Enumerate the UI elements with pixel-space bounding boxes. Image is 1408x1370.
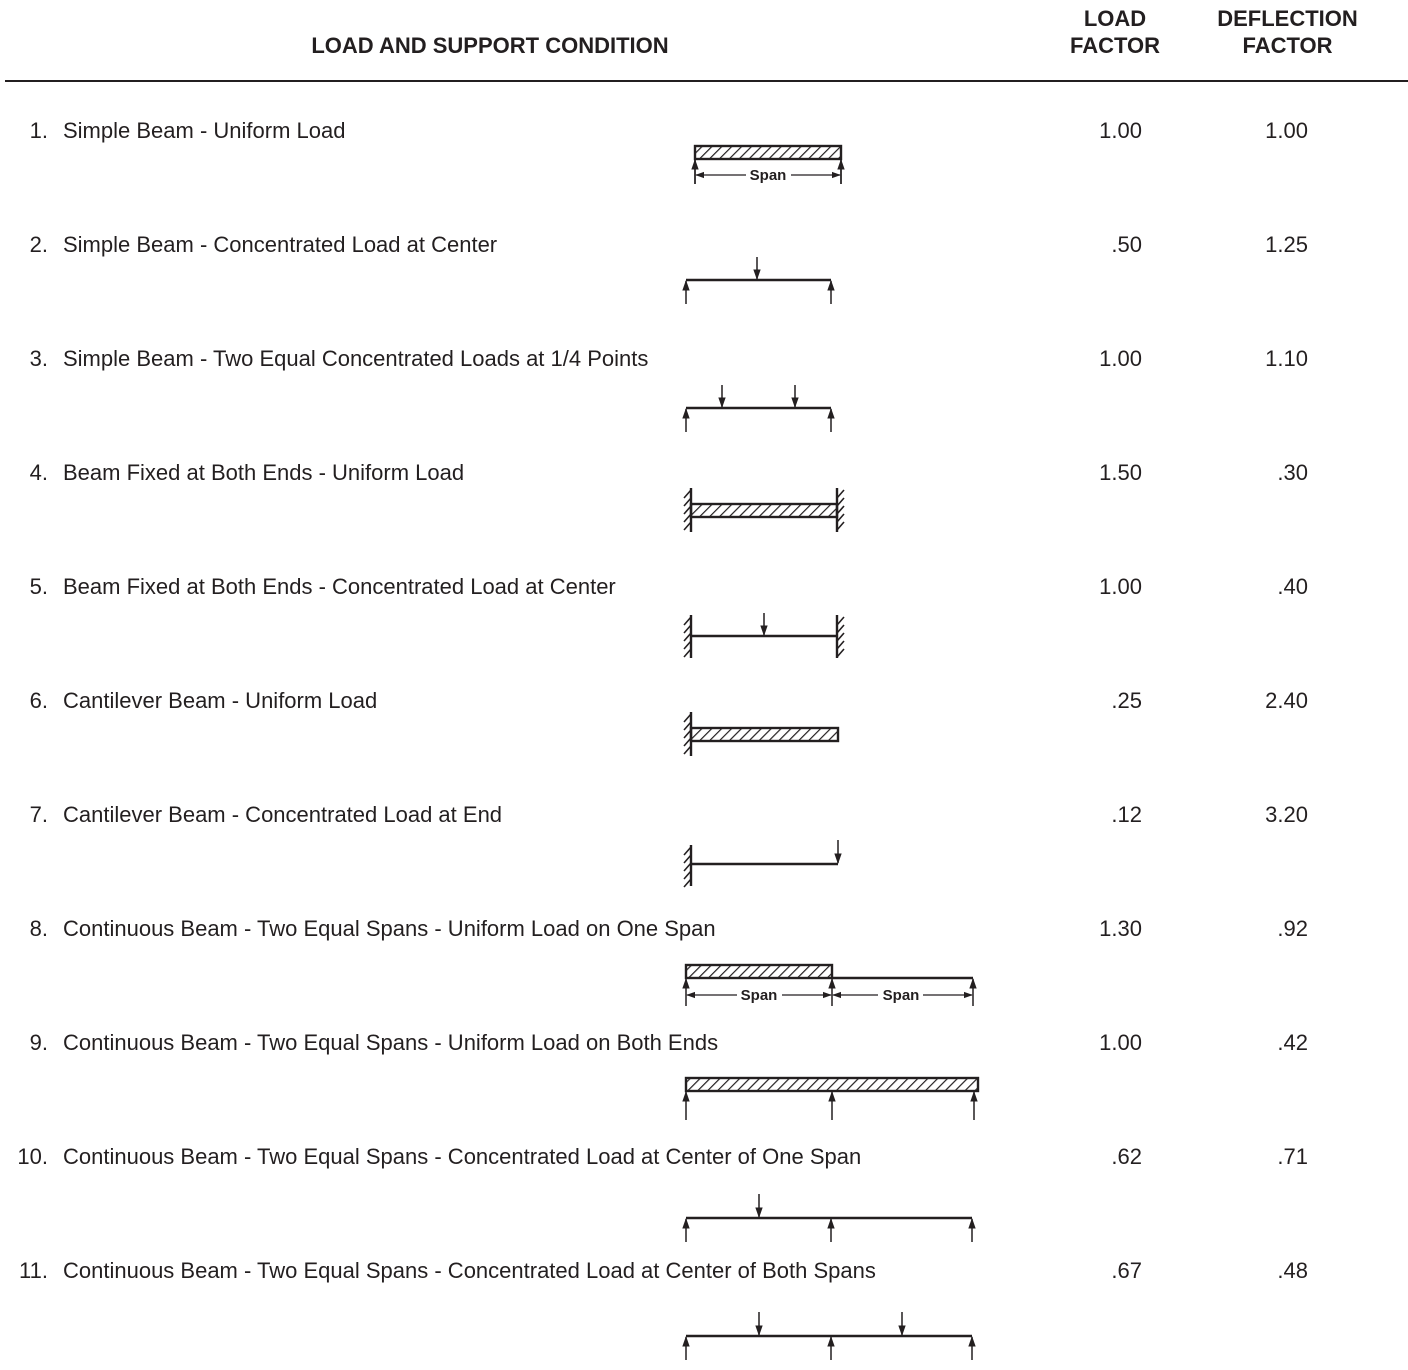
column-header-deflection-factor: DEFLECTION FACTOR [1217,6,1358,58]
continuous-beam-both-spans-uniform-diagram [682,1076,980,1120]
row-condition: Continuous Beam - Two Equal Spans - Unif… [63,1030,719,1055]
row-number: 5. [29,574,48,599]
row-condition: Continuous Beam - Two Equal Spans - Conc… [63,1258,876,1283]
row-load-factor: 1.00 [1099,346,1142,371]
row-condition: Simple Beam - Concentrated Load at Cente… [63,232,498,257]
table-row: 10. Continuous Beam - Two Equal Spans - … [0,1142,1408,1256]
row-number: 9. [29,1030,48,1055]
span-label: Span [750,167,787,184]
row-load-factor: 1.50 [1099,460,1142,485]
header-divider [5,80,1408,82]
row-deflection-factor: 1.25 [1265,232,1308,257]
row-deflection-factor: .30 [1277,460,1308,485]
row-number: 3. [29,346,48,371]
continuous-beam-one-span-uniform-diagram: Span Span [682,963,977,1006]
simple-beam-quarter-point-loads-diagram [682,385,835,432]
row-load-factor: 1.00 [1099,1030,1142,1055]
table-row: 4. Beam Fixed at Both Ends - Uniform Loa… [0,458,1408,572]
row-load-factor: 1.30 [1099,916,1142,941]
row-load-factor: 1.00 [1099,118,1142,143]
row-condition: Cantilever Beam - Uniform Load [63,688,378,713]
fixed-beam-uniform-load-diagram [683,488,845,532]
row-deflection-factor: .42 [1277,1030,1308,1055]
row-condition: Beam Fixed at Both Ends - Concentrated L… [63,574,616,599]
row-deflection-factor: 2.40 [1265,688,1308,713]
row-load-factor: .25 [1111,688,1142,713]
row-deflection-factor: 3.20 [1265,802,1308,827]
table-row: 1. Simple Beam - Uniform Load 1.00 1.00 … [0,116,1408,230]
cantilever-uniform-load-diagram [683,712,840,756]
table-row: 9. Continuous Beam - Two Equal Spans - U… [0,1028,1408,1142]
column-header-condition: LOAD AND SUPPORT CONDITION [311,33,669,58]
cantilever-end-load-diagram [683,840,842,888]
table-row: 3. Simple Beam - Two Equal Concentrated … [0,344,1408,458]
row-condition: Continuous Beam - Two Equal Spans - Unif… [63,916,716,941]
row-number: 4. [29,460,48,485]
simple-beam-uniform-load-diagram: Span [691,144,845,184]
table-row: 8. Continuous Beam - Two Equal Spans - U… [0,914,1408,1028]
row-condition: Beam Fixed at Both Ends - Uniform Load [63,460,465,485]
row-load-factor: 1.00 [1099,574,1142,599]
table-row: 6. Cantilever Beam - Uniform Load .25 2.… [0,686,1408,800]
simple-beam-center-load-diagram [682,257,835,304]
row-deflection-factor: .40 [1277,574,1308,599]
row-condition: Cantilever Beam - Concentrated Load at E… [63,802,503,827]
row-load-factor: .62 [1111,1144,1142,1169]
row-number: 6. [29,688,48,713]
table-row: 7. Cantilever Beam - Concentrated Load a… [0,800,1408,914]
table-row: 2. Simple Beam - Concentrated Load at Ce… [0,230,1408,344]
row-condition: Continuous Beam - Two Equal Spans - Conc… [63,1144,862,1169]
column-header-load-factor: LOAD FACTOR [1069,6,1161,58]
row-deflection-factor: .71 [1277,1144,1308,1169]
row-number: 8. [29,916,48,941]
continuous-beam-both-spans-center-load-diagram [682,1312,976,1360]
row-number: 11. [19,1258,48,1283]
row-deflection-factor: 1.10 [1265,346,1308,371]
continuous-beam-one-span-center-load-diagram [682,1194,976,1242]
table-row: 5. Beam Fixed at Both Ends - Concentrate… [0,572,1408,686]
row-load-factor: .67 [1111,1258,1142,1283]
row-condition: Simple Beam - Uniform Load [63,118,346,143]
row-condition: Simple Beam - Two Equal Concentrated Loa… [63,346,649,371]
span-label: Span [741,987,778,1004]
row-deflection-factor: 1.00 [1265,118,1308,143]
fixed-beam-center-load-diagram [683,613,845,658]
row-number: 7. [29,802,48,827]
row-number: 2. [29,232,48,257]
span-label: Span [883,987,920,1004]
table-row: 11. Continuous Beam - Two Equal Spans - … [0,1256,1408,1370]
row-deflection-factor: .92 [1277,916,1308,941]
row-load-factor: .12 [1111,802,1142,827]
row-deflection-factor: .48 [1277,1258,1308,1283]
row-load-factor: .50 [1111,232,1142,257]
row-number: 10. [17,1144,48,1169]
row-number: 1. [29,118,48,143]
